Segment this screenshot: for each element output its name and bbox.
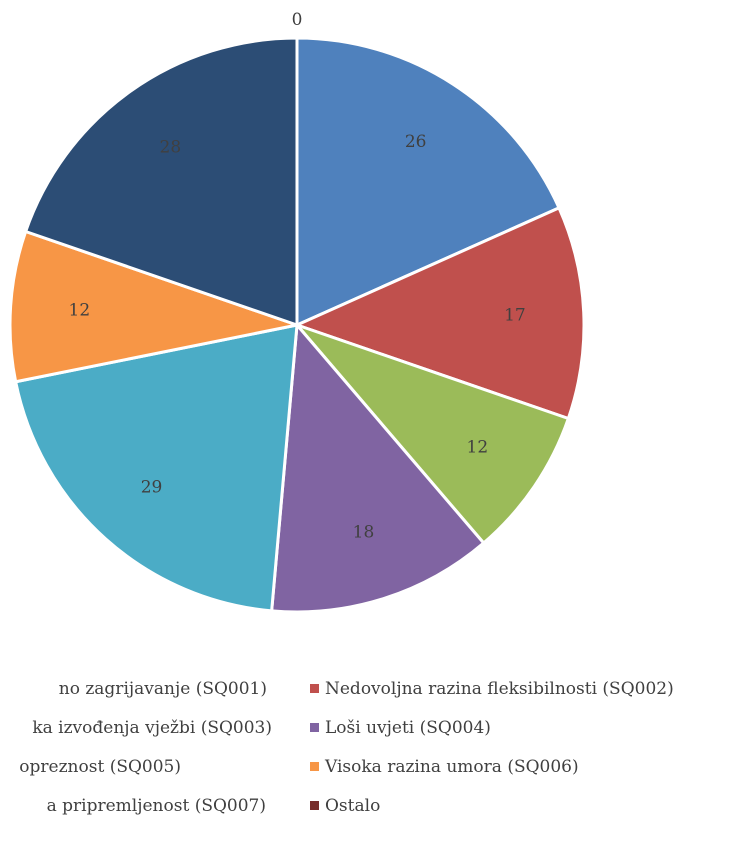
- pie-slice-3: [295, 323, 570, 545]
- legend-label-6: Visoka razina umora (SQ006): [324, 757, 579, 777]
- legend-swatch-6: [310, 762, 319, 771]
- pie-slice-6: [8, 229, 299, 384]
- data-label-6: 12: [69, 301, 91, 321]
- legend: no zagrijavanje (SQ001) Nedovoljna razina…: [19, 679, 674, 816]
- data-label-4: 18: [353, 523, 375, 543]
- pie-slice-7: [24, 36, 299, 327]
- pie-slice-5: [14, 323, 299, 613]
- legend-label-4: Loši uvjeti (SQ004): [325, 718, 491, 738]
- legend-entry-4: Loši uvjeti (SQ004): [310, 718, 491, 738]
- legend-entry-5: opreznost (SQ005): [19, 757, 181, 777]
- data-label-2: 17: [504, 305, 526, 325]
- pie-slice-4: [270, 323, 486, 614]
- legend-label-3: ka izvođenja vježbi (SQ003): [32, 718, 272, 738]
- legend-entry-3: ka izvođenja vježbi (SQ003): [32, 718, 272, 738]
- legend-label-2: Nedovoljna razina fleksibilnosti (SQ002): [325, 679, 674, 699]
- data-label-3: 12: [467, 438, 489, 458]
- legend-swatch-8: [310, 801, 319, 810]
- legend-swatch-4: [310, 723, 319, 732]
- legend-label-7: a pripremljenost (SQ007): [47, 796, 266, 816]
- data-labels: 26 17 12 18 29 12 28 0: [69, 10, 526, 543]
- data-label-1: 26: [405, 132, 427, 152]
- legend-entry-8: Ostalo: [310, 796, 380, 816]
- legend-label-8: Ostalo: [325, 796, 380, 816]
- pie-slices: [8, 36, 586, 614]
- legend-entry-1: no zagrijavanje (SQ001): [59, 679, 267, 699]
- legend-entry-2: Nedovoljna razina fleksibilnosti (SQ002): [310, 679, 674, 699]
- legend-swatch-2: [310, 684, 319, 693]
- pie-slice-2: [295, 206, 586, 421]
- legend-entry-6: Visoka razina umora (SQ006): [310, 757, 579, 777]
- data-label-7: 28: [160, 137, 182, 157]
- data-label-8: 0: [292, 10, 303, 30]
- data-label-5: 29: [141, 478, 163, 498]
- legend-label-5: opreznost (SQ005): [19, 757, 181, 777]
- pie-slice-1: [295, 36, 561, 327]
- legend-label-1: no zagrijavanje (SQ001): [59, 679, 267, 699]
- legend-entry-7: a pripremljenost (SQ007): [47, 796, 266, 816]
